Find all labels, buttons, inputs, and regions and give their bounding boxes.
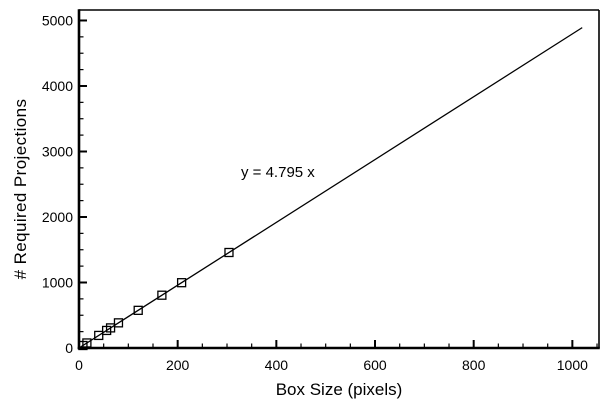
y-tick-label: 1000 [42, 274, 73, 290]
x-tick-label: 600 [363, 357, 387, 373]
data-point-marker [94, 330, 104, 341]
x-axis-title: Box Size (pixels) [275, 380, 403, 399]
x-tick-label: 200 [166, 357, 190, 373]
y-axis-title: # Required Projections [11, 98, 30, 280]
fit-line [78, 27, 583, 349]
x-tick-label: 800 [462, 357, 486, 373]
data-points-group [78, 247, 234, 351]
y-tick-label: 5000 [42, 12, 73, 28]
x-tick-label: 1000 [557, 357, 588, 373]
x-tick-label: 0 [75, 357, 83, 373]
y-ticks-group: 0 1000 2000 3000 4000 5000 [42, 12, 87, 356]
data-point-marker [157, 290, 167, 300]
x-tick-label: 400 [265, 357, 289, 373]
y-tick-label: 3000 [42, 143, 73, 159]
fit-equation-label: y = 4.795 x [241, 164, 315, 181]
data-point-marker [176, 278, 187, 288]
data-point-marker [105, 323, 116, 333]
data-point-marker [224, 247, 234, 258]
data-point-marker [113, 318, 124, 328]
y-tick-label: 4000 [42, 78, 73, 94]
data-point-marker [133, 305, 143, 315]
y-tick-label: 0 [65, 340, 73, 356]
x-ticks-group: 0 200 400 600 800 1000 [75, 340, 598, 373]
plot-frame [77, 9, 600, 350]
data-point-marker [82, 338, 92, 348]
y-tick-label: 2000 [42, 209, 73, 225]
